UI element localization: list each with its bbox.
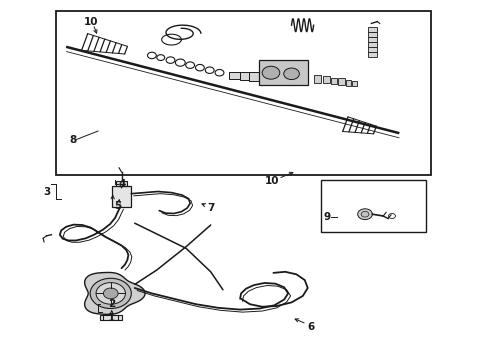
Bar (368, 32, 377, 37)
Text: 1: 1 (108, 312, 115, 323)
Text: 8: 8 (69, 135, 76, 145)
Bar (240, 72, 249, 80)
Bar (321, 180, 426, 232)
Circle shape (284, 68, 299, 80)
Bar (338, 78, 345, 85)
Bar (100, 315, 122, 320)
Bar (323, 76, 330, 83)
Circle shape (96, 283, 125, 304)
Text: 3: 3 (43, 186, 50, 197)
Bar (314, 75, 321, 83)
Bar (112, 186, 131, 207)
Text: 10: 10 (83, 17, 98, 27)
Bar (368, 27, 377, 32)
Bar (249, 72, 259, 81)
Bar (368, 37, 377, 42)
Text: 7: 7 (207, 203, 215, 213)
Bar (331, 77, 337, 84)
Bar (229, 72, 240, 79)
Bar (368, 52, 377, 57)
Text: 6: 6 (308, 322, 315, 332)
Text: 5: 5 (114, 201, 121, 211)
Circle shape (358, 209, 372, 220)
Bar (346, 80, 351, 86)
Polygon shape (85, 273, 145, 314)
Bar (56, 11, 431, 175)
Text: 9: 9 (324, 212, 331, 222)
Bar (368, 47, 377, 52)
Bar (259, 60, 308, 85)
Circle shape (361, 211, 369, 217)
Circle shape (262, 66, 280, 79)
Text: 4: 4 (119, 179, 126, 189)
Bar (116, 181, 127, 186)
Bar (368, 42, 377, 47)
Text: 2: 2 (108, 299, 115, 309)
Bar (352, 81, 357, 86)
Text: 10: 10 (265, 176, 279, 186)
Circle shape (103, 288, 118, 299)
Circle shape (90, 278, 131, 309)
